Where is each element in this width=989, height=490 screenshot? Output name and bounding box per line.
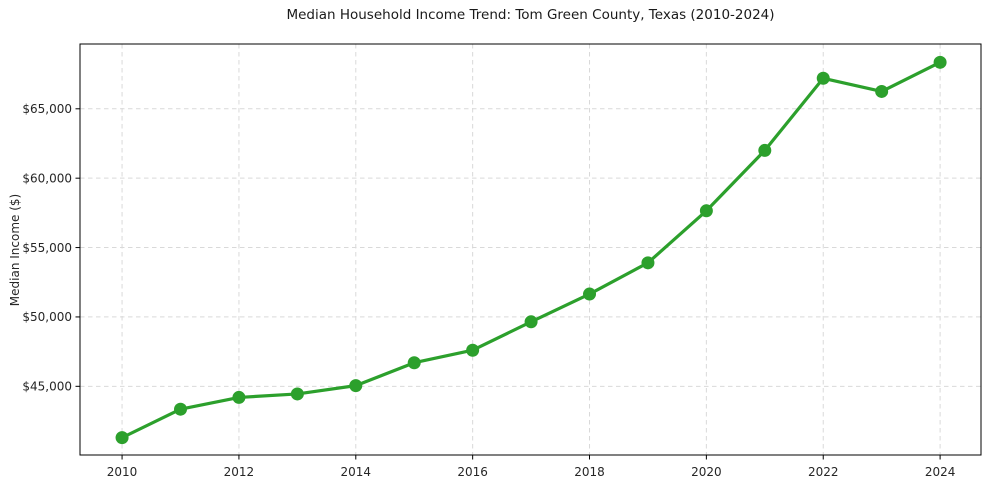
- data-point-marker: [699, 204, 713, 218]
- y-tick-label: $45,000: [22, 380, 72, 394]
- data-point-marker: [466, 343, 480, 357]
- x-tick-label: 2012: [224, 465, 255, 479]
- data-point-marker: [758, 143, 772, 157]
- chart-title: Median Household Income Trend: Tom Green…: [286, 7, 775, 23]
- income-line-series: [115, 55, 947, 445]
- trend-line: [120, 60, 942, 440]
- y-tick-label: $65,000: [22, 102, 72, 116]
- data-point-marker: [641, 256, 655, 270]
- data-point-marker: [583, 287, 597, 301]
- x-tick-label: 2022: [808, 465, 839, 479]
- data-point-marker: [524, 315, 538, 329]
- x-tick-label: 2018: [574, 465, 605, 479]
- data-point-marker: [816, 71, 830, 85]
- x-tick-label: 2014: [341, 465, 372, 479]
- data-point-marker: [115, 431, 129, 445]
- data-point-marker: [875, 84, 889, 98]
- y-tick-label: $55,000: [22, 241, 72, 255]
- gridlines-layer: [80, 44, 981, 455]
- y-tick-label: $60,000: [22, 171, 72, 185]
- x-tick-label: 2020: [691, 465, 722, 479]
- data-point-marker: [232, 390, 246, 404]
- data-point-marker: [349, 379, 363, 393]
- data-point-marker: [290, 387, 304, 401]
- data-point-marker: [174, 402, 188, 416]
- data-point-marker: [407, 356, 421, 370]
- y-tick-label: $50,000: [22, 310, 72, 324]
- data-point-marker: [933, 55, 947, 69]
- plot-border: [79, 43, 982, 456]
- x-tick-label: 2024: [925, 465, 956, 479]
- axis-ticks-layer: $45,000 $50,000 $55,000 $60,000 $65,000 2010 2…: [22, 102, 955, 479]
- y-axis-label: Median Income ($): [8, 193, 22, 307]
- x-tick-label: 2010: [107, 465, 138, 479]
- x-tick-label: 2016: [457, 465, 488, 479]
